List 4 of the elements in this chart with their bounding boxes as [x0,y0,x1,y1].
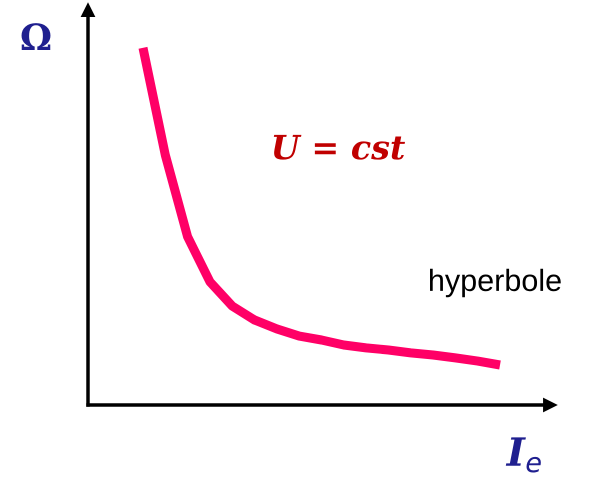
annotation: U = cst [274,134,406,160]
y-axis-title: Ω [22,23,50,50]
x-axis-title: I$_{e}$ [506,437,541,472]
annotation: hyperbole [430,268,561,298]
